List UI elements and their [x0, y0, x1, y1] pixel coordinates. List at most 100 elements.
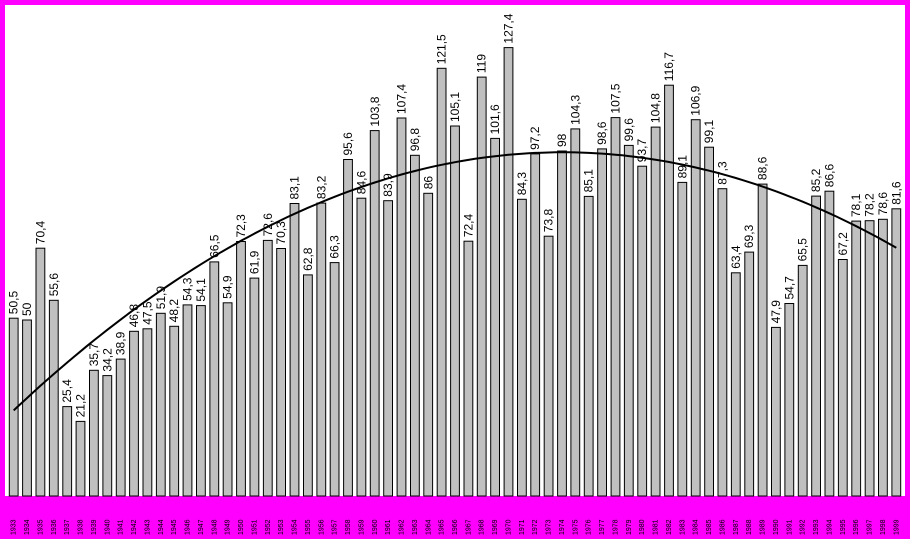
x-tick-label: 1946 — [185, 519, 192, 535]
bar-1976 — [583, 195, 594, 497]
x-tick-label: 1982 — [666, 519, 673, 535]
value-label: 99,1 — [702, 120, 716, 144]
bar-1968 — [476, 76, 487, 497]
bar-1982 — [664, 84, 674, 497]
bar-1981 — [650, 126, 661, 497]
bar-1999 — [891, 208, 902, 497]
bar-1989 — [757, 183, 768, 497]
bar-1942 — [129, 330, 139, 497]
bar-1961 — [383, 200, 394, 497]
x-tick-label: 1974 — [559, 519, 566, 535]
bar-1995 — [837, 259, 848, 497]
value-label: 121,5 — [435, 34, 449, 64]
bar-1977 — [597, 148, 608, 497]
bar-1991 — [784, 303, 795, 497]
bar-1980 — [637, 165, 648, 497]
bars-group — [8, 47, 902, 497]
x-tick-label: 1936 — [51, 519, 58, 535]
x-tick-label: 1999 — [893, 519, 900, 535]
x-tick-label: 1973 — [546, 519, 553, 535]
x-tick-label: 1935 — [37, 519, 44, 535]
x-tick-label: 1954 — [292, 519, 299, 535]
value-label: 85,1 — [582, 169, 596, 193]
value-label: 21,2 — [74, 394, 88, 418]
bar-1963 — [410, 154, 420, 497]
x-tick-label: 1997 — [867, 519, 874, 535]
x-tick-label: 1944 — [158, 519, 165, 535]
bar-1994 — [824, 190, 835, 497]
value-label: 104,3 — [568, 95, 582, 125]
bar-1985 — [704, 146, 715, 497]
x-tick-label: 1961 — [385, 519, 392, 535]
value-label: 95,6 — [341, 132, 355, 156]
value-label: 50,5 — [7, 291, 21, 315]
x-tick-label: 1988 — [746, 519, 753, 535]
x-tick-label: 1952 — [265, 519, 272, 535]
bar-1946 — [182, 304, 193, 497]
value-label: 87,3 — [716, 161, 730, 185]
value-label: 85,2 — [809, 168, 823, 192]
value-label: 86,6 — [822, 164, 836, 188]
value-label: 88,6 — [756, 156, 770, 180]
value-label: 101,6 — [488, 104, 502, 134]
bar-1957 — [329, 262, 340, 497]
bar-1951 — [249, 277, 260, 497]
bar-1960 — [369, 130, 380, 497]
bar-1945 — [169, 325, 180, 497]
value-label: 105,1 — [448, 92, 462, 122]
bar-1938 — [75, 420, 86, 497]
x-tick-label: 1994 — [826, 519, 833, 535]
bar-1992 — [797, 264, 808, 497]
value-label: 107,5 — [609, 83, 623, 113]
value-label: 72,6 — [261, 213, 275, 237]
bar-1970 — [503, 47, 514, 497]
x-tick-label: 1970 — [506, 519, 513, 535]
x-tick-label: 1937 — [64, 519, 71, 535]
x-tick-label: 1965 — [439, 519, 446, 535]
bar-1956 — [316, 202, 327, 497]
bar-1969 — [490, 137, 501, 497]
x-tick-label: 1969 — [492, 519, 499, 535]
bar-1997 — [864, 220, 875, 497]
value-label: 98,6 — [595, 121, 609, 145]
x-tick-label: 1956 — [318, 519, 325, 535]
x-tick-label: 1998 — [880, 519, 887, 535]
x-tick-label: 1992 — [800, 519, 807, 535]
bar-1964 — [423, 192, 434, 497]
bar-1939 — [89, 369, 99, 497]
bar-1990 — [771, 326, 781, 497]
value-label: 81,6 — [889, 181, 903, 205]
x-tick-label: 1948 — [211, 519, 218, 535]
bar-1954 — [289, 203, 300, 497]
value-label: 99,6 — [622, 118, 636, 142]
value-label: 70,3 — [274, 221, 288, 245]
bar-1940 — [102, 375, 113, 497]
value-label: 48,2 — [167, 299, 181, 323]
x-tick-label: 1940 — [104, 519, 111, 535]
bar-1949 — [222, 302, 233, 497]
x-tick-label: 1939 — [91, 519, 98, 535]
x-tick-label: 1968 — [479, 519, 486, 535]
bar-1974 — [557, 150, 567, 497]
value-label: 61,9 — [247, 250, 261, 274]
value-label: 107,4 — [395, 84, 409, 114]
bar-1950 — [236, 241, 246, 497]
value-label: 47,9 — [769, 300, 783, 324]
value-label: 38,9 — [114, 331, 128, 355]
x-tick-label: 1977 — [599, 519, 606, 535]
x-tick-label: 1983 — [679, 519, 686, 535]
bar-1941 — [115, 358, 126, 497]
x-tick-label: 1986 — [720, 519, 727, 535]
bar-1935 — [35, 247, 46, 497]
value-label: 73,8 — [542, 209, 556, 233]
x-tick-label: 1980 — [639, 519, 646, 535]
x-tick-label: 1938 — [78, 519, 85, 535]
bar-1971 — [517, 198, 527, 497]
bar-1975 — [570, 128, 581, 497]
bar-1972 — [530, 153, 541, 497]
value-label: 35,7 — [87, 343, 101, 367]
value-label: 50 — [20, 302, 34, 316]
value-label: 46,8 — [127, 304, 141, 328]
